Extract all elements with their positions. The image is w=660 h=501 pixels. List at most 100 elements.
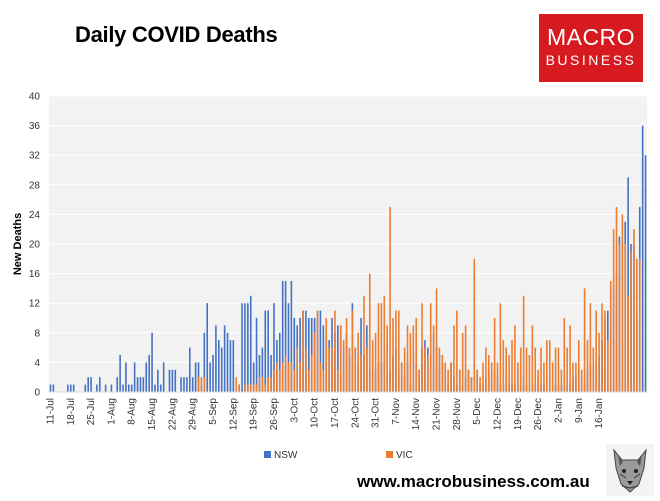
vic-bar bbox=[618, 244, 621, 392]
nsw-bar bbox=[151, 332, 153, 392]
vic-bar bbox=[592, 347, 595, 392]
vic-bar bbox=[441, 355, 444, 392]
vic-bar bbox=[485, 347, 487, 392]
vic-bar bbox=[409, 332, 412, 392]
nsw-bar bbox=[212, 355, 214, 392]
vic-bar bbox=[627, 295, 629, 392]
vic-bar bbox=[493, 318, 496, 392]
vic-bar bbox=[528, 355, 531, 392]
x-tick-label: 19-Dec bbox=[513, 398, 524, 430]
nsw-bar bbox=[337, 325, 339, 392]
vic-bar bbox=[331, 347, 333, 392]
footer-url[interactable]: www.macrobusiness.com.au bbox=[357, 472, 590, 491]
nsw-bar bbox=[203, 332, 206, 392]
vic-bar bbox=[551, 362, 554, 392]
vic-bar bbox=[293, 369, 296, 392]
vic-bar bbox=[310, 355, 313, 392]
vic-bar bbox=[479, 377, 481, 392]
nsw-bar bbox=[267, 310, 269, 392]
vic-bar bbox=[400, 362, 403, 392]
y-axis-title: New Deaths bbox=[12, 213, 24, 275]
vic-bar bbox=[577, 340, 580, 392]
nsw-bar bbox=[136, 377, 139, 392]
nsw-bar bbox=[258, 355, 261, 392]
vic-bar bbox=[514, 325, 516, 392]
vic-bar bbox=[258, 377, 261, 392]
nsw-bar bbox=[319, 310, 322, 392]
nsw-bar bbox=[87, 377, 89, 392]
nsw-bar bbox=[52, 384, 55, 392]
macrobusiness-logo[interactable]: MACRO BUSINESS bbox=[539, 14, 643, 82]
vic-bar bbox=[418, 369, 420, 392]
vic-bar bbox=[374, 332, 377, 392]
vic-bar bbox=[467, 369, 470, 392]
nsw-bar bbox=[162, 362, 165, 392]
nsw-bar bbox=[139, 377, 142, 392]
nsw-bar bbox=[308, 318, 310, 392]
y-tick-label: 12 bbox=[29, 299, 41, 310]
vic-bar bbox=[487, 355, 490, 392]
vic-bar bbox=[638, 258, 641, 392]
vic-bar bbox=[406, 325, 409, 392]
nsw-bar bbox=[220, 347, 223, 392]
vic-bar bbox=[276, 362, 278, 392]
nsw-bar bbox=[154, 384, 156, 392]
vic-bar bbox=[586, 340, 589, 392]
nsw-bar bbox=[148, 355, 150, 392]
vic-bar bbox=[427, 355, 429, 392]
vic-bar bbox=[604, 310, 606, 392]
vic-bar bbox=[322, 369, 325, 392]
vic-bar bbox=[572, 362, 574, 392]
x-tick-label: 26-Dec bbox=[533, 398, 544, 430]
legend-swatch-nsw bbox=[264, 451, 271, 458]
vic-bar bbox=[470, 377, 473, 392]
vic-bar bbox=[325, 318, 328, 392]
nsw-bar bbox=[104, 384, 107, 392]
x-tick-label: 26-Sep bbox=[269, 398, 280, 431]
vic-bar bbox=[531, 325, 534, 392]
vic-bar bbox=[511, 340, 513, 392]
vic-bar bbox=[540, 347, 542, 392]
nsw-bar bbox=[252, 362, 255, 392]
nsw-bar bbox=[116, 377, 119, 392]
vic-bar bbox=[424, 347, 426, 392]
nsw-bar bbox=[67, 384, 69, 392]
legend-swatch-vic bbox=[386, 451, 393, 458]
vic-bar bbox=[508, 355, 510, 392]
chart-title: Daily COVID Deaths bbox=[75, 22, 278, 47]
vic-bar bbox=[337, 369, 339, 392]
x-tick-label: 29-Aug bbox=[188, 398, 199, 430]
vic-bar bbox=[496, 362, 499, 392]
vic-bar bbox=[392, 318, 394, 392]
vic-bar bbox=[583, 288, 586, 392]
vic-bar bbox=[287, 362, 290, 392]
vic-bar bbox=[473, 258, 476, 392]
vic-bar bbox=[203, 377, 206, 392]
vic-bar bbox=[398, 310, 400, 392]
nsw-bar bbox=[287, 303, 290, 392]
vic-bar bbox=[366, 347, 368, 392]
nsw-bar bbox=[290, 281, 293, 392]
vic-bar bbox=[305, 347, 307, 392]
nsw-bar bbox=[133, 362, 136, 392]
nsw-bar bbox=[119, 355, 121, 392]
nsw-bar bbox=[130, 384, 133, 392]
x-tick-label: 14-Nov bbox=[411, 398, 422, 430]
nsw-bar bbox=[84, 384, 87, 392]
vic-bar bbox=[546, 340, 548, 392]
vic-bar bbox=[482, 362, 484, 392]
nsw-bar bbox=[157, 369, 159, 392]
vic-bar bbox=[284, 355, 287, 392]
x-tick-label: 24-Oct bbox=[350, 398, 361, 428]
vic-bar bbox=[380, 303, 383, 392]
vic-bar bbox=[624, 244, 627, 392]
x-tick-label: 11-Jul bbox=[45, 398, 56, 425]
nsw-bar bbox=[226, 332, 229, 392]
vic-bar bbox=[389, 207, 391, 392]
x-tick-label: 22-Aug bbox=[167, 398, 178, 430]
y-tick-label: 36 bbox=[29, 121, 41, 132]
x-tick-label: 8-Aug bbox=[127, 398, 138, 425]
vic-bar bbox=[557, 347, 560, 392]
x-tick-label: 19-Sep bbox=[249, 398, 260, 431]
